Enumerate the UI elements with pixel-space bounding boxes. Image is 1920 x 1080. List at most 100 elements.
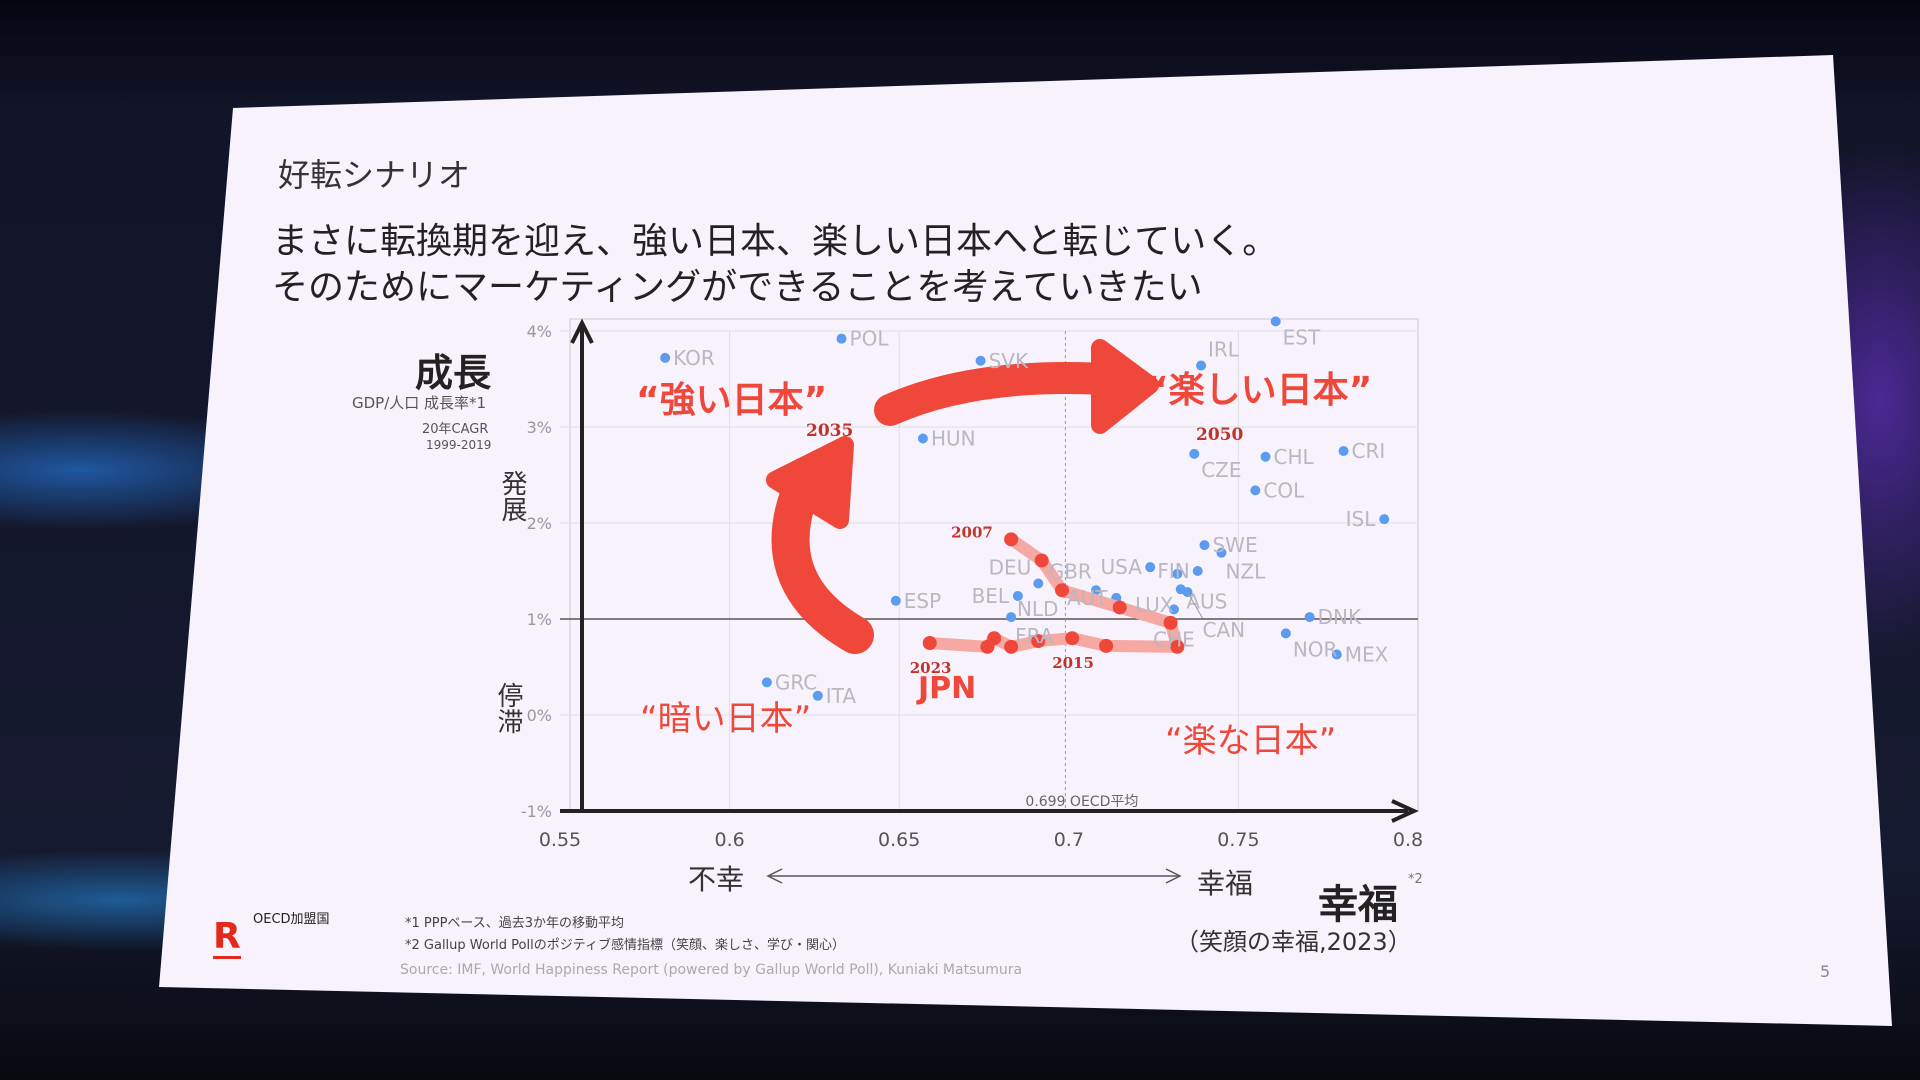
country-label: BEL <box>972 584 1010 608</box>
jpn-point <box>1004 639 1019 654</box>
x-tick-label: 0.6 <box>714 829 744 851</box>
x-axis-arrow-icon <box>1391 799 1419 823</box>
country-point <box>975 355 986 366</box>
x-direction-arrowheads-icon <box>766 868 1182 884</box>
y-axis-up-label: 発展 <box>497 470 527 522</box>
country-point <box>761 677 772 688</box>
jpn-point <box>1112 600 1127 615</box>
footnote-2: *2 Gallup World Pollのポジティブ感情指標（笑顔、楽しさ、学び… <box>405 938 845 953</box>
country-label: ITA <box>826 684 857 708</box>
country-label: CHL <box>1274 445 1315 469</box>
country-label: DEU <box>989 555 1032 579</box>
y-tick-label: -1% <box>521 802 552 821</box>
country-label: AUT <box>1067 586 1108 610</box>
country-label: NZL <box>1225 560 1266 584</box>
jpn-point <box>1034 553 1049 568</box>
jpn-point <box>1163 615 1178 630</box>
scenario-fun-japan: “楽しい日本” <box>1145 370 1372 411</box>
country-point <box>1172 568 1183 579</box>
jpn-point <box>1004 532 1019 547</box>
x-tick-label: 0.7 <box>1054 829 1084 851</box>
country-point <box>812 690 823 701</box>
x-tick-label: 0.55 <box>539 829 581 851</box>
country-label: LUX <box>1135 593 1174 617</box>
country-leader-line <box>1187 591 1203 619</box>
page-number: 5 <box>1820 962 1831 981</box>
country-point <box>660 352 671 363</box>
scenario-year-2035: 2035 <box>806 421 853 441</box>
jpn-point <box>922 636 937 650</box>
country-point <box>1145 562 1156 573</box>
scenario-arrow-dark-to-strong <box>771 461 874 654</box>
headline-line-2: そのためにマーケティングができることを考えていきたい <box>272 267 1203 308</box>
country-label: MEX <box>1345 643 1389 667</box>
scenario-easy-japan: “楽な日本” <box>1165 721 1336 761</box>
jpn-point <box>1031 634 1046 649</box>
country-label: USA <box>1101 555 1143 579</box>
country-label: GRC <box>775 670 817 694</box>
country-label: CAN <box>1203 618 1246 642</box>
country-point <box>890 595 901 606</box>
jpn-point <box>1065 631 1080 646</box>
jpn-point <box>1099 638 1114 653</box>
jpn-year-label: 2023 <box>910 659 952 677</box>
country-point <box>1189 448 1200 459</box>
y-tick-label: 1% <box>527 610 552 629</box>
jpn-year-label: 2007 <box>951 523 993 541</box>
country-point <box>1280 628 1291 639</box>
y-axis-arrow-icon <box>570 318 594 344</box>
country-point <box>1304 612 1315 623</box>
y-axis-title: 成長 <box>415 351 492 395</box>
x-tick-label: 0.75 <box>1217 829 1259 851</box>
y-axis-period: 1999-2019 <box>426 438 492 452</box>
jpn-year-label: 2015 <box>1052 654 1094 672</box>
country-label: SWE <box>1212 533 1257 557</box>
jpn-point <box>980 639 995 654</box>
country-label: FIN <box>1157 559 1189 583</box>
country-point <box>1168 604 1179 615</box>
country-label: CHE <box>1153 627 1195 651</box>
country-point <box>917 433 928 444</box>
country-label: POL <box>850 327 890 351</box>
country-point <box>1006 612 1017 623</box>
section-title: 好転シナリオ <box>278 156 471 194</box>
country-point <box>1260 451 1271 462</box>
scenario-arrow-strong-to-fun <box>874 362 1136 426</box>
y-axis-cagr: 20年CAGR <box>422 422 489 437</box>
country-label: ESP <box>904 589 941 613</box>
country-point <box>1270 316 1281 327</box>
country-label: DNK <box>1318 605 1362 629</box>
x-tick-label: 0.65 <box>878 829 920 851</box>
country-point <box>1033 578 1044 589</box>
jpn-point <box>1170 639 1185 654</box>
country-label: ISL <box>1346 507 1377 531</box>
country-point <box>1192 566 1203 576</box>
company-logo: R <box>213 916 241 959</box>
country-label: EST <box>1283 325 1321 349</box>
country-point <box>1250 485 1261 496</box>
country-point <box>1331 649 1342 660</box>
country-point <box>1379 514 1390 525</box>
y-tick-label: 3% <box>527 418 552 437</box>
country-point <box>1216 547 1227 558</box>
country-point <box>1090 585 1101 596</box>
country-label: FRA <box>1015 624 1054 648</box>
oecd-label: OECD加盟国 <box>253 912 330 927</box>
country-label: CZE <box>1201 458 1241 482</box>
country-label: COL <box>1263 478 1305 502</box>
country-label: HUN <box>931 427 976 451</box>
y-axis-down-label: 停滞 <box>493 682 523 734</box>
x-axis-left-label: 不幸 <box>688 863 745 896</box>
y-axis-subtitle: GDP/人口 成長率*1 <box>352 394 487 412</box>
arrowhead-icon <box>766 436 854 529</box>
country-label: KOR <box>673 346 715 370</box>
country-label: NLD <box>1017 597 1059 621</box>
arrowhead-icon <box>1091 339 1159 434</box>
country-point <box>1338 446 1349 456</box>
source-note: Source: IMF, World Happiness Report (pow… <box>400 962 1023 978</box>
jpn-series-label: JPN <box>916 671 976 706</box>
country-point <box>836 333 847 344</box>
country-label: GBR <box>1049 559 1092 583</box>
